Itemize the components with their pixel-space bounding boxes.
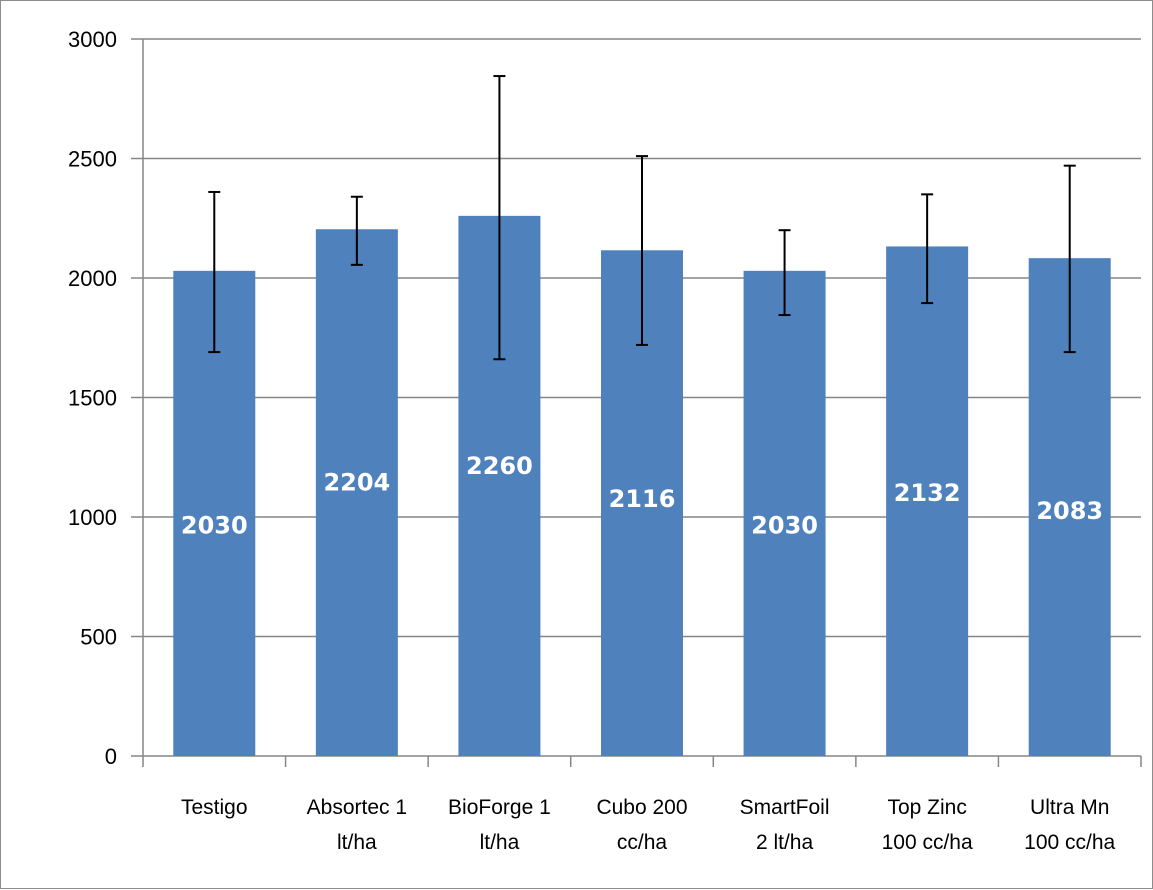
x-tick-label: SmartFoil: [740, 796, 830, 819]
bar: [743, 270, 826, 756]
data-label: 2204: [323, 469, 390, 497]
y-tick-label: 2500: [68, 147, 117, 172]
bar: [886, 246, 969, 756]
y-tick-label: 2000: [68, 266, 117, 291]
x-tick-label: 2 lt/ha: [756, 831, 814, 854]
y-tick-label: 1000: [68, 505, 117, 530]
data-label: 2116: [609, 485, 676, 513]
data-label: 2030: [751, 511, 818, 539]
data-label: 2030: [181, 511, 248, 539]
x-tick-label: lt/ha: [480, 831, 520, 854]
x-tick-label: cc/ha: [617, 831, 668, 854]
x-tick-label: Ultra Mn: [1030, 796, 1109, 819]
x-tick-label: BioForge 1: [448, 796, 551, 819]
x-tick-label: 100 cc/ha: [1024, 831, 1115, 854]
x-tick-label: Absortec 1: [307, 796, 407, 819]
y-tick-label: 1500: [68, 386, 117, 411]
data-label: 2083: [1036, 497, 1103, 525]
y-tick-label: 500: [80, 625, 117, 650]
y-tick-label: 3000: [68, 27, 117, 52]
x-tick-label: lt/ha: [337, 831, 377, 854]
y-tick-label: 0: [105, 744, 117, 769]
x-tick-label: Cubo 200: [596, 796, 687, 819]
x-tick-label: Testigo: [181, 796, 248, 819]
x-tick-label: 100 cc/ha: [882, 831, 973, 854]
data-label: 2260: [466, 452, 533, 480]
data-label: 2132: [894, 479, 961, 507]
x-tick-label: Top Zinc: [887, 796, 966, 819]
bar: [315, 229, 398, 756]
